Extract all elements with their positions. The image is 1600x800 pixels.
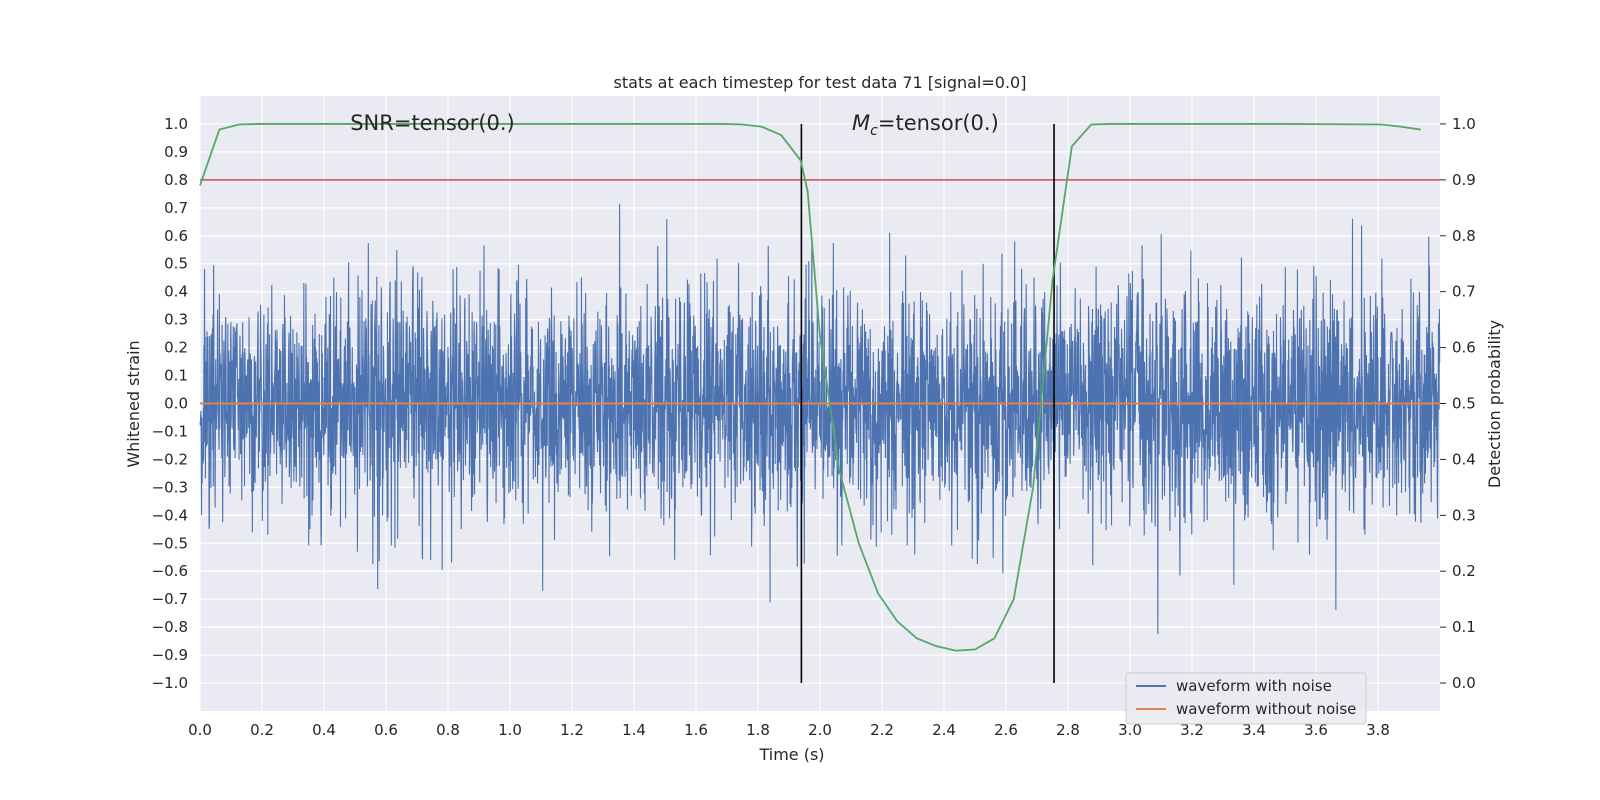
x-tick-label: 3.0 [1118,721,1142,739]
y-tick-label: 0.1 [164,367,188,385]
y-tick-label: 0.7 [164,199,188,217]
y-right-tick-label: 0.7 [1452,283,1476,301]
x-tick-label: 0.8 [436,721,460,739]
y-tick-label: 0.8 [164,171,188,189]
y-right-tick-label: 0.8 [1452,227,1476,245]
x-tick-label: 2.8 [1056,721,1080,739]
y-right-tick-label: 0.3 [1452,506,1476,524]
y-tick-label: −0.1 [152,422,188,440]
y-tick-label: −0.8 [152,618,188,636]
y-right-tick-label: 0.1 [1452,618,1476,636]
y-tick-label: 0.3 [164,311,188,329]
snr-annotation: SNR=tensor(0.) [350,111,515,135]
tick-labels: 0.0 0.2 0.4 0.6 0.8 1.0 1.2 1.4 1.6 1.8 2.0 2.2 2.4 2… [152,115,1476,739]
y-tick-label: −0.2 [152,450,188,468]
x-tick-label: 1.4 [622,721,646,739]
y-tick-label: 0.6 [164,227,188,245]
y-right-tick-label: 1.0 [1452,115,1476,133]
y-axis-label-right: Detection probability [1485,320,1504,488]
y-tick-label: −1.0 [152,674,188,692]
y-axis-label: Whitened strain [124,340,143,467]
y-tick-label: 0.9 [164,143,188,161]
y-tick-label: −0.6 [152,562,188,580]
y-tick-label: −0.7 [152,590,188,608]
y-tick-label: 0.4 [164,283,188,301]
legend: waveform with noise waveform without noi… [1125,672,1367,725]
y-tick-label: −0.3 [152,478,188,496]
x-tick-label: 1.2 [560,721,584,739]
x-tick-label: 1.0 [498,721,522,739]
x-tick-label: 3.6 [1304,721,1328,739]
x-tick-label: 3.4 [1242,721,1266,739]
x-tick-label: 3.2 [1180,721,1204,739]
x-tick-label: 0.4 [312,721,336,739]
legend-label-noise: waveform with noise [1176,677,1332,695]
y-right-tick-label: 0.5 [1452,395,1476,413]
y-tick-label: −0.4 [152,506,188,524]
x-tick-label: 2.0 [808,721,832,739]
overlay-layer [199,123,1440,684]
chirp-mass-annotation: Mc=tensor(0.) [852,111,999,139]
series-waveform-with-noise [199,203,1441,635]
y-right-tick-label: 0.2 [1452,562,1476,580]
x-tick-label: 3.8 [1366,721,1390,739]
x-tick-label: 0.6 [374,721,398,739]
y-tick-label: 1.0 [164,115,188,133]
x-axis-label: Time (s) [758,745,824,764]
x-tick-label: 1.8 [746,721,770,739]
series-detection-probability [199,123,1421,652]
y-tick-label: 0.5 [164,255,188,273]
y-tick-label: 0.0 [164,395,188,413]
x-tick-label: 0.0 [188,721,212,739]
legend-box [1125,672,1367,725]
y-right-tick-label: 0.4 [1452,450,1476,468]
y-right-tick-label: 0.0 [1452,674,1476,692]
x-tick-label: 0.2 [250,721,274,739]
x-tick-label: 2.2 [870,721,894,739]
y-right-tick-label: 0.9 [1452,171,1476,189]
x-tick-label: 1.6 [684,721,708,739]
y-right-tick-label: 0.6 [1452,339,1476,357]
noise-series-layer [199,203,1441,635]
x-tick-label: 2.6 [994,721,1018,739]
chart-title: stats at each timestep for test data 71 … [614,73,1027,92]
y-tick-label: −0.5 [152,534,188,552]
y-tick-label: 0.2 [164,339,188,357]
x-tick-label: 2.4 [932,721,956,739]
legend-label-clean: waveform without noise [1176,700,1356,718]
y-tick-label: −0.9 [152,646,188,664]
